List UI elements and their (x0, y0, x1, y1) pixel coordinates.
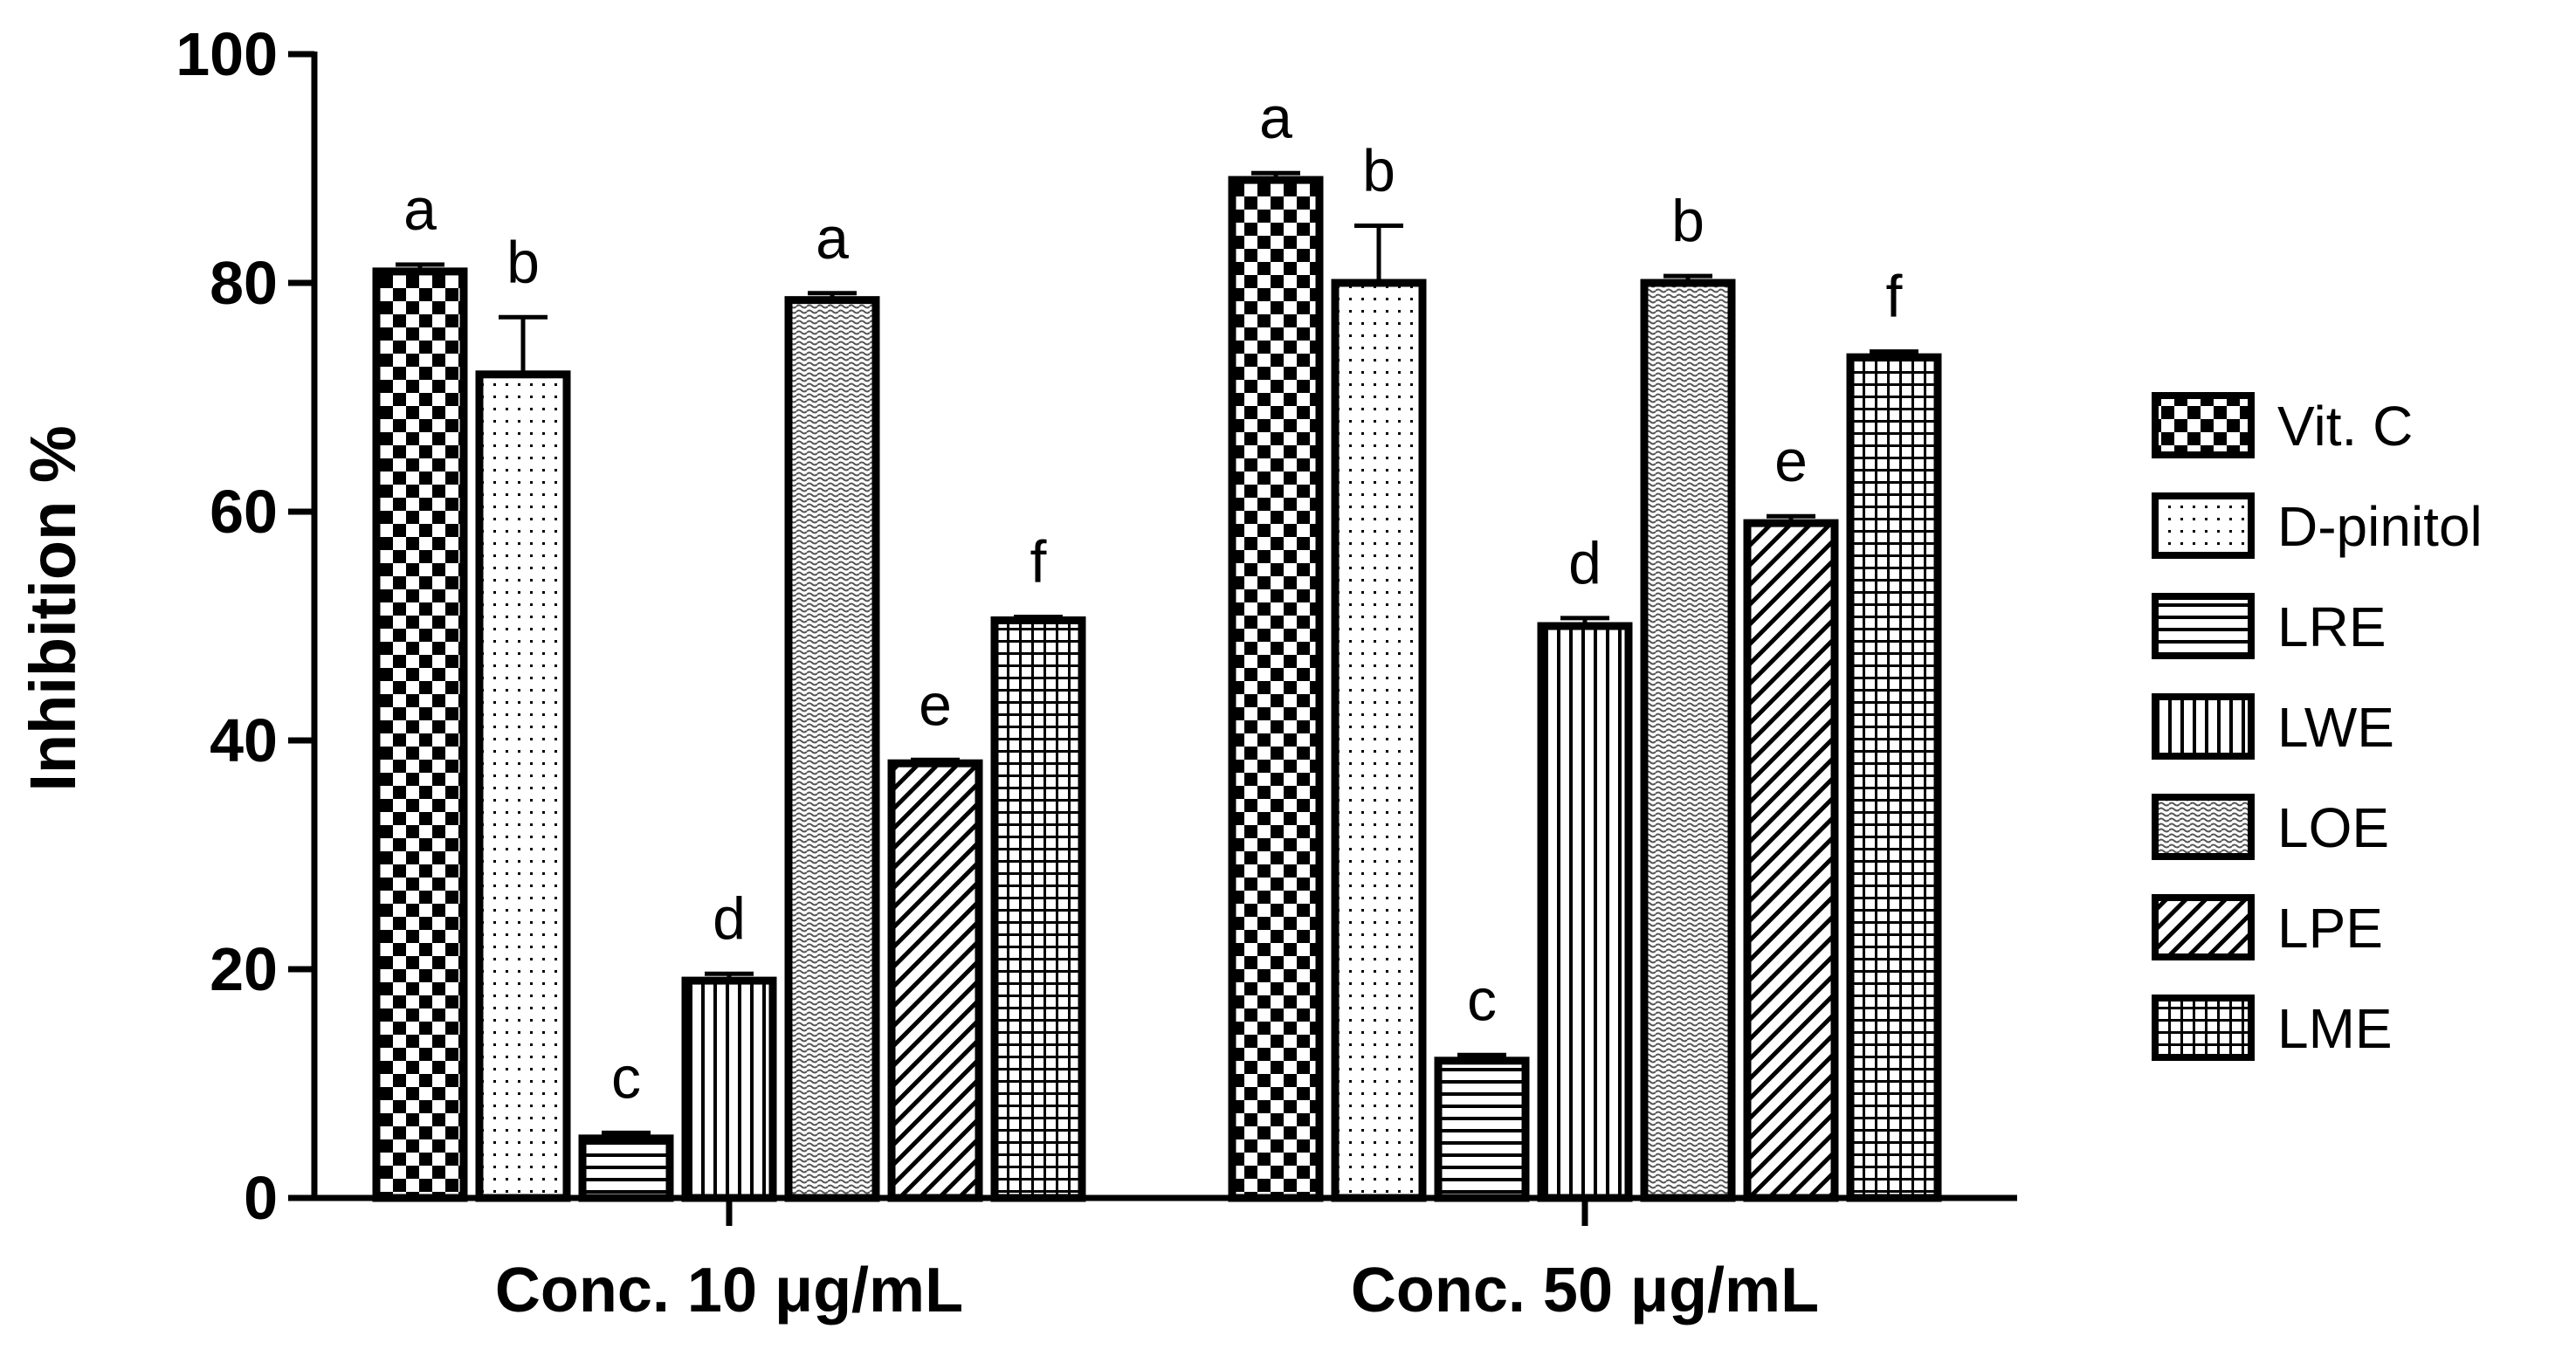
legend-item: LOE (2155, 796, 2389, 859)
bar (582, 1139, 670, 1198)
bar (789, 300, 876, 1198)
legend-item: D-pinitol (2155, 495, 2483, 558)
y-tick-label: 0 (244, 1164, 278, 1232)
legend-label: D-pinitol (2277, 495, 2483, 558)
significance-letter: c (1467, 967, 1497, 1033)
legend-item: Vit. C (2155, 395, 2413, 458)
bar-group: b (1644, 188, 1732, 1198)
legend-label: Vit. C (2277, 395, 2413, 458)
legend-label: LRE (2277, 595, 2387, 658)
legend-label: LWE (2277, 696, 2394, 759)
significance-letter: f (1030, 529, 1047, 595)
y-tick-label: 20 (210, 935, 278, 1003)
legend-swatch (2155, 396, 2251, 455)
bar-group: e (892, 671, 979, 1198)
x-tick-label: Conc. 10 μg/mL (495, 1256, 963, 1325)
bar-group: d (1541, 530, 1629, 1198)
legend-item: LWE (2155, 696, 2394, 759)
bar-group: f (995, 529, 1082, 1198)
bar-group: d (685, 885, 773, 1198)
bar (1541, 626, 1629, 1198)
legend-item: LME (2155, 997, 2393, 1060)
significance-letter: e (919, 671, 952, 738)
bar (376, 272, 464, 1198)
significance-letter: f (1886, 264, 1903, 330)
bar-group: b (1335, 138, 1422, 1199)
significance-letter: e (1774, 428, 1808, 494)
significance-letter: a (816, 205, 849, 272)
bar-group: e (1747, 428, 1835, 1198)
significance-letter: a (403, 176, 437, 243)
legend-swatch (2155, 596, 2251, 656)
significance-letter: d (713, 885, 746, 952)
bar-group: c (582, 1044, 670, 1198)
bar-group: a (376, 176, 464, 1198)
significance-letter: a (1259, 85, 1292, 151)
bar (1747, 523, 1835, 1198)
y-tick-label: 40 (210, 706, 278, 774)
legend-swatch (2155, 998, 2251, 1057)
y-tick-label: 60 (210, 478, 278, 546)
bar (1335, 283, 1422, 1198)
bar-chart: Inhibition % 0 20 40 60 80 100 Conc. 10 μg/mL… (0, 0, 2576, 1356)
bar (892, 763, 979, 1198)
bar (1438, 1061, 1526, 1198)
significance-letter: c (611, 1044, 641, 1111)
legend-swatch (2155, 697, 2251, 756)
y-tick-label: 100 (176, 20, 278, 88)
legend-swatch (2155, 898, 2251, 957)
significance-letter: b (506, 229, 540, 295)
bars-group: a a b b c c d d a b e e f f (376, 85, 1938, 1198)
y-axis-title: Inhibition % (17, 425, 89, 791)
x-axis: Conc. 10 μg/mL Conc. 50 μg/mL (312, 1198, 2017, 1325)
bar-group: a (789, 205, 876, 1198)
y-axis: 0 20 40 60 80 100 (176, 20, 314, 1232)
legend-swatch (2155, 496, 2251, 555)
legend: Vit. C D-pinitol LRE LWE LOE LPE LME (2155, 395, 2483, 1060)
bar (685, 981, 773, 1198)
bar (995, 620, 1082, 1198)
legend-item: LRE (2155, 595, 2387, 658)
legend-label: LOE (2277, 796, 2389, 859)
bar-group: c (1438, 967, 1526, 1198)
bar (479, 375, 567, 1198)
bar (1644, 283, 1732, 1198)
y-tick-label: 80 (210, 249, 278, 317)
bar-group: b (479, 229, 567, 1198)
legend-item: LPE (2155, 897, 2383, 960)
legend-swatch (2155, 797, 2251, 857)
x-tick-label: Conc. 50 μg/mL (1351, 1256, 1819, 1325)
bar-group: a (1232, 85, 1319, 1198)
bar (1232, 180, 1319, 1198)
bar (1850, 357, 1938, 1198)
significance-letter: b (1362, 138, 1395, 204)
legend-label: LPE (2277, 897, 2383, 960)
significance-letter: b (1671, 188, 1705, 254)
significance-letter: d (1568, 530, 1601, 596)
legend-label: LME (2277, 997, 2393, 1060)
bar-group: f (1850, 264, 1938, 1198)
